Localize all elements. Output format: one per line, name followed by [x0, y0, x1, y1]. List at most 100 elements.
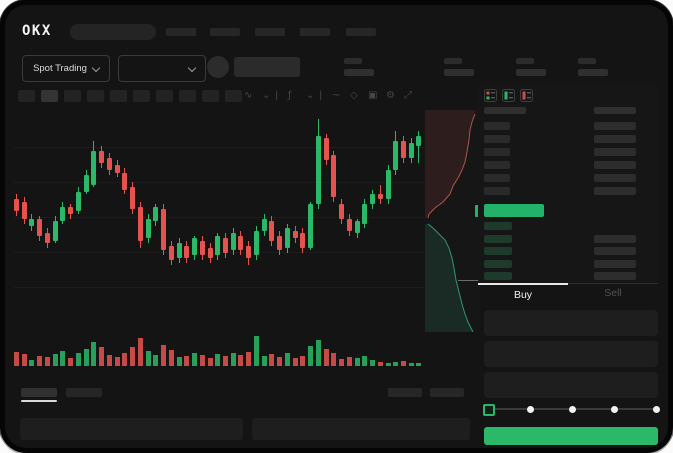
stat-value-skeleton — [344, 69, 374, 76]
candle-wick — [379, 184, 381, 205]
bottom-tab-skeleton[interactable] — [21, 388, 57, 397]
volume-bar — [130, 347, 136, 366]
market-type-dropdown[interactable]: Spot Trading — [22, 55, 110, 82]
chevron-down-icon[interactable]: ⌄ — [262, 90, 271, 101]
volume-bar — [393, 362, 399, 366]
volume-bar — [106, 355, 112, 366]
timeframe-button[interactable] — [133, 90, 150, 102]
timeframe-button[interactable] — [156, 90, 173, 102]
market-type-label: Spot Trading — [33, 63, 87, 74]
candle-body — [261, 218, 267, 231]
pair-dropdown[interactable] — [118, 55, 206, 82]
candle-body — [37, 218, 43, 236]
timeframe-button[interactable] — [202, 90, 219, 102]
candle-body — [99, 150, 105, 163]
order-input-skeleton[interactable] — [484, 372, 658, 398]
slider-stop[interactable] — [610, 405, 618, 413]
candle-body — [292, 230, 298, 239]
bottom-tab-underline — [21, 400, 57, 402]
nav-item-skeleton[interactable] — [210, 28, 240, 36]
slider-stop[interactable] — [568, 405, 576, 413]
nav-item-skeleton[interactable] — [255, 28, 285, 36]
history-table-placeholder — [252, 418, 470, 440]
volume-bar — [323, 349, 329, 366]
nav-item-skeleton[interactable] — [346, 28, 376, 36]
volume-bar — [269, 354, 275, 366]
candle-body — [393, 140, 399, 171]
volume-bar — [14, 352, 19, 366]
timeframe-button[interactable] — [87, 90, 104, 102]
orderbook-ask-row[interactable] — [478, 122, 658, 132]
amount-slider[interactable] — [483, 400, 660, 418]
bottom-right-item[interactable] — [388, 388, 422, 397]
line-tool-icon[interactable]: ~ — [332, 90, 341, 101]
chevron-down-icon — [91, 63, 101, 72]
tab-sell[interactable]: Sell — [568, 283, 658, 303]
orderbook-bid-row[interactable] — [478, 247, 658, 257]
order-input-skeleton[interactable] — [484, 341, 658, 367]
bottom-tab-skeleton[interactable] — [66, 388, 102, 397]
orderbook-all-icon[interactable] — [484, 89, 497, 102]
slider-stop[interactable] — [652, 405, 660, 413]
volume-bar — [315, 340, 321, 366]
bottom-right-item[interactable] — [430, 388, 464, 397]
candle-body — [161, 209, 167, 251]
orderbook-asks-icon[interactable] — [520, 89, 533, 102]
candle-body — [68, 206, 74, 214]
orderbook-bid-row[interactable] — [478, 234, 658, 245]
orderbook-bid-row[interactable] — [478, 222, 658, 232]
volume-bar — [52, 354, 58, 366]
volume-bar — [161, 345, 167, 366]
order-input-skeleton[interactable] — [484, 310, 658, 336]
depth-bids-area — [425, 224, 473, 332]
timeframe-button[interactable] — [225, 90, 242, 102]
candle-body — [269, 221, 275, 241]
volume-bar — [168, 350, 174, 366]
candle-body — [29, 218, 35, 227]
orderbook-ask-row[interactable] — [478, 161, 658, 171]
candlestick-chart[interactable] — [14, 112, 424, 332]
nav-item-skeleton[interactable] — [166, 28, 196, 36]
okx-logo[interactable]: OKX — [22, 23, 52, 39]
ask-amount-skeleton — [594, 135, 636, 143]
timeframe-button[interactable] — [18, 90, 35, 102]
volume-bar — [339, 359, 345, 366]
fullscreen-icon[interactable]: ⤢ — [404, 90, 412, 101]
last-price-indicator[interactable] — [484, 204, 544, 217]
volume-bar — [199, 355, 205, 366]
ask-price-skeleton — [484, 135, 510, 143]
orderbook-bids-icon[interactable] — [502, 89, 515, 102]
timeframe-button[interactable] — [41, 90, 58, 102]
candle-body — [60, 206, 66, 222]
compare-icon[interactable]: ◇ — [350, 90, 358, 101]
orderbook-ask-row[interactable] — [478, 187, 658, 197]
candle-body — [192, 238, 198, 256]
candle-body — [339, 204, 345, 219]
orderbook-ask-row[interactable] — [478, 135, 658, 145]
slider-handle[interactable] — [483, 404, 495, 416]
search-box[interactable] — [70, 24, 156, 40]
timeframe-button[interactable] — [110, 90, 127, 102]
stat-value-skeleton — [578, 69, 608, 76]
orderbook-ask-row[interactable] — [478, 174, 658, 184]
candle-type-icon[interactable]: ∿ — [244, 90, 253, 101]
tab-buy[interactable]: Buy — [478, 283, 568, 305]
snapshot-icon[interactable]: ▣ — [368, 90, 378, 101]
volume-bar — [68, 358, 74, 366]
depth-asks-line — [427, 113, 476, 219]
indicators-icon[interactable]: ƒ — [288, 90, 292, 101]
orderbook-bid-row[interactable] — [478, 272, 658, 282]
ask-price-skeleton — [484, 148, 510, 156]
depth-chart[interactable] — [425, 110, 480, 333]
settings-icon[interactable]: ⚙ — [386, 90, 395, 101]
candle-body — [401, 140, 406, 158]
nav-item-skeleton[interactable] — [300, 28, 330, 36]
timeframe-button[interactable] — [179, 90, 196, 102]
buy-submit-button[interactable] — [484, 427, 658, 445]
timeframe-button[interactable] — [64, 90, 81, 102]
slider-stop[interactable] — [526, 405, 534, 413]
orderbook-ask-row[interactable] — [478, 148, 658, 158]
orderbook-bid-row[interactable] — [478, 259, 658, 270]
volume-bar — [362, 356, 368, 366]
chevron-down-icon[interactable]: ⌄ — [306, 90, 315, 101]
